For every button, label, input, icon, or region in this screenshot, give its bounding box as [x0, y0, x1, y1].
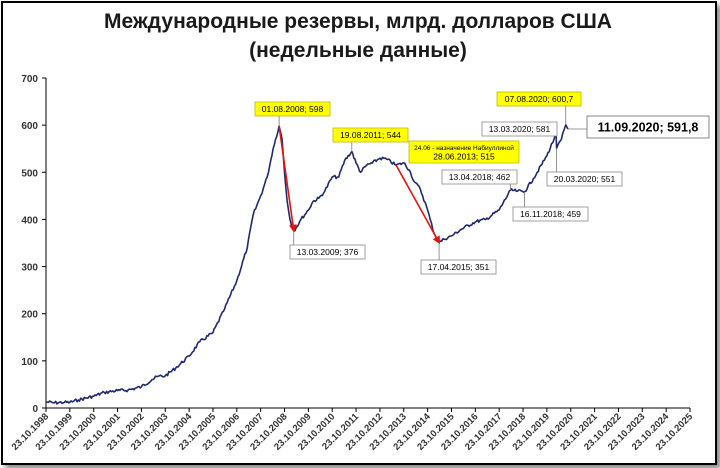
annotation-box [512, 206, 589, 222]
annotation-box [441, 169, 518, 185]
title-line-2: (недельные данные) [249, 39, 467, 62]
y-tick-label: 300 [21, 263, 38, 274]
drop-arrow [278, 125, 297, 233]
annotation-label: 13.04.2018; 462 [449, 172, 511, 182]
annotation-label: 20.03.2020; 551 [554, 174, 616, 184]
y-tick-label: 600 [21, 121, 38, 132]
annotation-label: 17.04.2015; 351 [428, 262, 490, 272]
drop-arrow [395, 164, 441, 245]
annotation-label-line: 28.06.2013; 515 [433, 152, 495, 162]
title-line-1: Международные резервы, млрд. долларов СШ… [104, 10, 612, 33]
annotation-box [546, 171, 623, 187]
y-tick-label: 200 [21, 310, 38, 321]
series-line [45, 124, 569, 405]
annotation-box [332, 127, 409, 143]
chart-title: Международные резервы, млрд. долларов СШ… [0, 7, 716, 65]
annotation-label: 11.09.2020; 591,8 [598, 121, 699, 135]
annotation-label: 16.11.2018; 459 [520, 209, 581, 219]
annotation-box [481, 121, 558, 137]
y-tick-label: 0 [32, 404, 38, 415]
annotation-box [586, 115, 710, 139]
y-tick-label: 700 [21, 74, 38, 85]
annotation-box [496, 91, 582, 107]
annotation-box [254, 101, 331, 117]
annotation-label: 24.06 - назначение Набиуллиной 28.06.2013… [414, 144, 514, 162]
y-tick-label: 400 [21, 215, 38, 226]
annotation-label-line: 24.06 - назначение Набиуллиной [414, 144, 514, 152]
y-tick-label: 100 [21, 357, 38, 368]
y-tick-label: 500 [21, 168, 38, 179]
annotation-label: 19.08.2011; 544 [340, 130, 401, 140]
annotation-box [289, 244, 366, 260]
annotation-label: 01.08.2008; 598 [262, 104, 324, 114]
annotation-label: 13.03.2020; 581 [489, 124, 551, 134]
annotation-label: 07.08.2020; 600,7 [505, 94, 574, 104]
annotation-box [420, 259, 497, 275]
annotation-label: 13.03.2009; 376 [297, 247, 359, 257]
annotation-box [408, 140, 520, 164]
